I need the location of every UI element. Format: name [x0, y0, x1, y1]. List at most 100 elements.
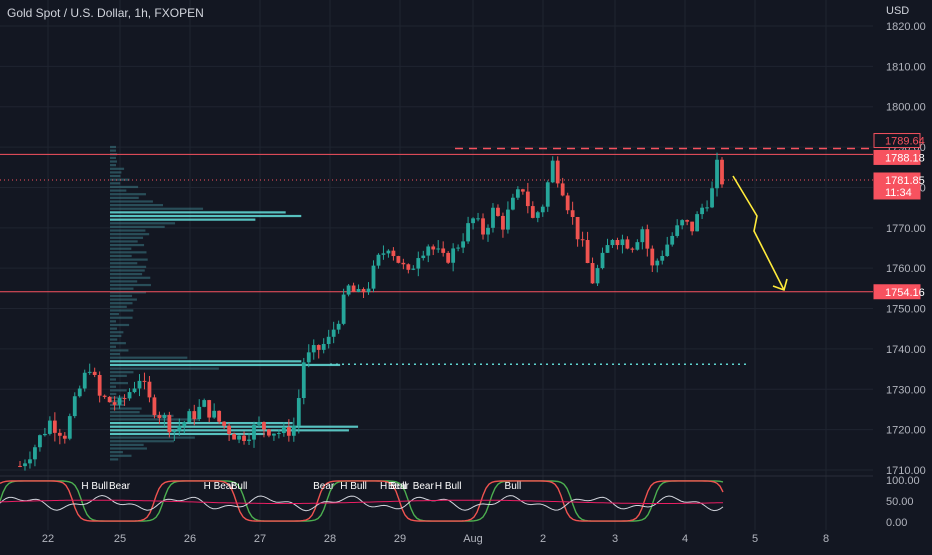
- candle: [112, 402, 117, 405]
- candle: [665, 244, 670, 256]
- time-tick-label: 26: [184, 533, 196, 545]
- candle: [595, 268, 600, 284]
- volume-profile-bar: [110, 211, 286, 214]
- candle: [481, 218, 485, 235]
- time-tick-label: 27: [254, 533, 266, 545]
- candle: [72, 396, 77, 417]
- price-axis[interactable]: 1710.00 1720.00 1730.00 1740.00 1750.00 1760.…: [873, 21, 926, 477]
- candle: [436, 248, 441, 250]
- candle: [157, 415, 162, 419]
- candle: [376, 254, 381, 266]
- volume-profile-bar: [110, 182, 121, 185]
- candle: [38, 435, 42, 448]
- candle: [645, 229, 650, 249]
- price-tick-label: 1820.00: [886, 21, 926, 33]
- candle: [262, 422, 266, 430]
- candle: [540, 206, 545, 213]
- candle: [212, 410, 217, 418]
- candle: [585, 240, 590, 264]
- volume-profile-bar: [110, 204, 163, 207]
- candle: [162, 415, 167, 419]
- arrow-head: [772, 278, 788, 292]
- candle: [341, 294, 346, 324]
- candle: [600, 252, 605, 269]
- candle: [705, 207, 709, 209]
- volume-profile-bar: [110, 233, 150, 236]
- candle: [77, 388, 82, 397]
- candle: [247, 439, 251, 441]
- indicator-tick: 0.00: [886, 517, 907, 529]
- volume-profile-bar: [110, 258, 148, 261]
- indicator-red-line: [0, 480, 724, 522]
- candle: [411, 268, 416, 270]
- volume-profile-bar: [110, 356, 188, 359]
- indicator-signal-label: H Bear: [204, 481, 236, 492]
- volume-profile-bar: [110, 432, 265, 436]
- volume-profile-bar: [110, 385, 116, 388]
- candle: [23, 463, 27, 467]
- volume-profile-bar: [110, 345, 116, 348]
- candle: [316, 345, 321, 350]
- candle: [147, 381, 152, 398]
- indicator-white-line: [0, 494, 724, 512]
- candle: [675, 225, 680, 236]
- volume-profile-bar: [110, 273, 143, 276]
- candle: [605, 245, 610, 253]
- price-label-box: [873, 149, 921, 165]
- volume-profile-bar: [110, 414, 174, 417]
- candle: [102, 395, 107, 397]
- candle: [82, 372, 87, 389]
- candle: [401, 262, 406, 265]
- price-label-box: [873, 172, 921, 200]
- volume-profile-bar: [110, 349, 129, 352]
- indicator-signal-label: Bear: [388, 481, 410, 492]
- indicator-tick: 100.00: [886, 475, 920, 487]
- volume-profile-bar: [110, 331, 124, 334]
- candle: [356, 289, 361, 292]
- price-tick-label: 1750.00: [886, 304, 926, 316]
- volume-profile-bar: [110, 283, 151, 287]
- candle: [326, 336, 331, 344]
- indicator-signal-label: Bear: [413, 481, 435, 492]
- candle: [252, 424, 256, 440]
- candle: [690, 221, 695, 232]
- time-tick-label: Aug: [463, 533, 483, 545]
- candle: [386, 250, 391, 254]
- volume-profile-bar: [110, 352, 120, 356]
- candle: [406, 264, 411, 270]
- candle: [122, 398, 127, 400]
- arrow-path: [732, 175, 785, 291]
- volume-profile-bar: [110, 371, 134, 374]
- price-tick-label: 1740.00: [886, 344, 926, 356]
- candle: [466, 223, 470, 242]
- volume-profile-bar: [110, 334, 122, 337]
- candle: [272, 433, 276, 436]
- price-label-box: [873, 133, 921, 149]
- candle: [87, 371, 92, 373]
- candle: [92, 371, 97, 375]
- candle: [351, 285, 356, 292]
- candle: [560, 183, 565, 196]
- candle: [496, 207, 500, 216]
- volume-profile-bar: [110, 164, 116, 167]
- candle: [167, 415, 172, 433]
- volume-profile-bar: [110, 185, 139, 189]
- candle: [451, 248, 456, 263]
- volume-profile-bar: [110, 309, 134, 312]
- candle: [720, 159, 724, 185]
- volume-profile-bar: [110, 454, 132, 457]
- candle: [197, 406, 202, 420]
- volume-profile-bar: [110, 305, 127, 308]
- volume-profile-bar: [110, 236, 144, 239]
- candle: [257, 422, 261, 425]
- price-label: 1788.18: [885, 152, 925, 164]
- candle: [291, 425, 296, 436]
- candle: [67, 416, 72, 439]
- volume-profile-bar: [110, 200, 153, 203]
- time-axis[interactable]: 22 25 26 27 28 29 Aug 2 3 4 5 8: [42, 533, 829, 545]
- candle: [510, 197, 515, 210]
- volume-profile-bar: [110, 320, 116, 323]
